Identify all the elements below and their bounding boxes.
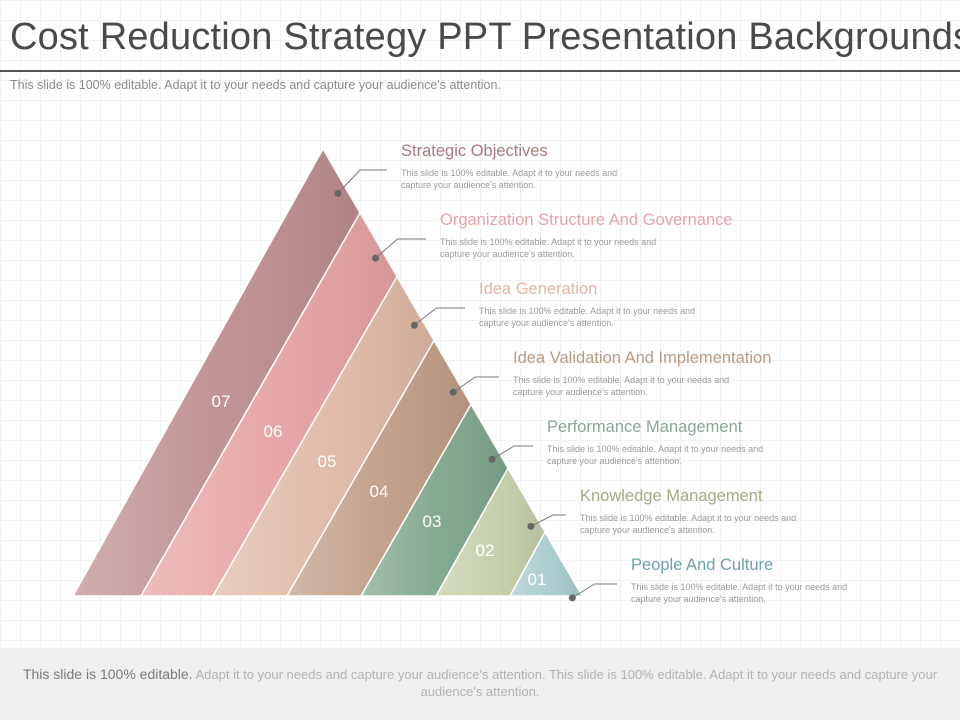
level-title: Performance Management	[547, 418, 743, 436]
level-label-01: People And Culture This slide is 100% edi…	[631, 556, 856, 605]
level-description: This slide is 100% editable. Adapt it to…	[479, 306, 696, 328]
level-description: This slide is 100% editable. Adapt it to…	[513, 375, 730, 397]
level-description: This slide is 100% editable. Adapt it to…	[580, 513, 797, 535]
connector-line-03	[491, 445, 533, 460]
level-title: Knowledge Management	[580, 487, 763, 505]
level-description: This slide is 100% editable. Adapt it to…	[547, 444, 764, 466]
connector-dot-03	[488, 455, 496, 463]
pyramid-stripe-shade-02	[436, 468, 545, 596]
pyramid-stripe-shade-05	[213, 276, 434, 596]
title-divider	[0, 70, 960, 72]
connector-line-02	[530, 514, 566, 527]
level-description: This slide is 100% editable. Adapt it to…	[631, 582, 848, 604]
level-number-04: 04	[370, 482, 389, 501]
level-label-06: Organization Structure And Governance Thi…	[440, 211, 733, 260]
level-number-07: 07	[212, 392, 231, 411]
footer-note: This slide is 100% editable. Adapt it to…	[0, 648, 960, 720]
pyramid-stripe-shade-06	[141, 212, 397, 596]
footer-lead: This slide is 100% editable.	[22, 666, 193, 682]
connector-line-01	[572, 583, 617, 599]
level-description: This slide is 100% editable. Adapt it to…	[440, 237, 657, 259]
level-number-02: 02	[476, 541, 495, 560]
level-number-05: 05	[318, 452, 337, 471]
pyramid-stripe-shade-07	[73, 149, 360, 596]
level-title: Strategic Objectives	[401, 142, 548, 160]
level-title: Idea Validation And Implementation	[513, 349, 772, 367]
level-number-03: 03	[423, 512, 442, 531]
connector-line-06	[375, 238, 426, 259]
level-title: Organization Structure And Governance	[440, 211, 733, 229]
connector-line-07	[337, 169, 387, 194]
level-title: People And Culture	[631, 556, 774, 574]
level-label-07: Strategic Objectives This slide is 100% e…	[401, 142, 626, 191]
level-number-01: 01	[528, 570, 547, 589]
pyramid-stripe-shade-03	[361, 404, 508, 596]
level-label-02: Knowledge Management This slide is 100% e…	[580, 487, 805, 536]
connector-dot-04	[449, 388, 457, 396]
connector-dot-01	[568, 594, 576, 602]
page-subtitle: This slide is 100% editable. Adapt it to…	[10, 78, 501, 92]
page-title: Cost Reduction Strategy PPT Presentation…	[10, 16, 960, 58]
connector-line-04	[452, 376, 499, 393]
pyramid-diagram: 07 06 05 04 03 02 01	[71, 147, 617, 602]
connector-line-05	[414, 307, 465, 326]
level-label-03: Performance Management This slide is 100%…	[547, 418, 772, 467]
level-label-05: Idea Generation This slide is 100% editab…	[479, 280, 704, 329]
level-label-04: Idea Validation And Implementation This s…	[513, 349, 771, 398]
connector-dot-06	[372, 254, 380, 262]
footer-text: Adapt it to your needs and capture your …	[192, 667, 938, 699]
level-description: This slide is 100% editable. Adapt it to…	[401, 168, 618, 190]
level-number-06: 06	[264, 422, 283, 441]
connector-dot-02	[527, 522, 535, 530]
level-title: Idea Generation	[479, 280, 598, 298]
connector-dot-05	[410, 321, 418, 329]
pyramid-stripe-shade-01	[510, 532, 582, 596]
pyramid-stripe-shade-04	[287, 340, 471, 596]
connector-dot-07	[334, 189, 342, 197]
